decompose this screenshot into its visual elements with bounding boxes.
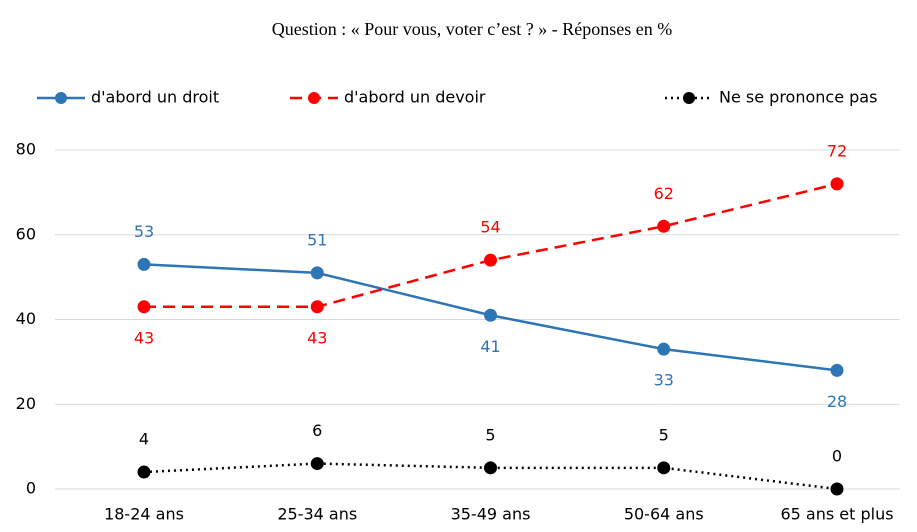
point [830, 363, 844, 377]
point [137, 257, 151, 271]
point [310, 266, 324, 280]
point [657, 342, 671, 356]
point [657, 461, 671, 475]
data-label: 54 [480, 218, 500, 237]
legend-label: d'abord un devoir [344, 88, 486, 107]
legend-label: Ne se prononce pas [719, 88, 877, 107]
legend-marker [55, 92, 67, 104]
data-label: 51 [307, 230, 327, 249]
point [310, 457, 324, 471]
point [484, 253, 497, 267]
y-tick-label: 60 [16, 224, 36, 243]
data-label: 5 [659, 425, 669, 444]
data-label: 28 [827, 392, 847, 411]
x-tick-label: 25-34 ans [277, 505, 357, 524]
data-label: 43 [307, 328, 327, 347]
legend-marker [683, 92, 695, 104]
legend-marker [308, 92, 320, 104]
data-label: 72 [827, 141, 847, 160]
x-tick-label: 18-24 ans [104, 505, 184, 524]
x-tick-label: 65 ans et plus [780, 505, 893, 524]
series-line [143, 462, 838, 491]
x-tick-label: 35-49 ans [451, 505, 531, 524]
data-label: 0 [832, 447, 842, 466]
point [310, 300, 324, 314]
data-label: 4 [139, 430, 149, 449]
point [137, 465, 151, 479]
data-label: 41 [480, 337, 500, 356]
data-label: 53 [134, 222, 154, 241]
y-tick-label: 20 [16, 394, 36, 413]
legend-label: d'abord un droit [91, 88, 219, 107]
y-tick-label: 40 [16, 309, 36, 328]
y-tick-label: 0 [26, 479, 36, 498]
data-label: 5 [485, 425, 495, 444]
point [137, 300, 151, 314]
chart-title: Question : « Pour vous, voter c’est ? » … [272, 19, 672, 39]
data-label: 62 [654, 184, 674, 203]
data-label: 43 [134, 328, 154, 347]
point [484, 461, 497, 475]
x-tick-label: 50-64 ans [624, 505, 704, 524]
series-line [144, 182, 838, 309]
y-tick-label: 80 [16, 140, 36, 159]
data-label: 33 [654, 371, 674, 390]
point [830, 482, 844, 496]
point [484, 308, 497, 322]
point [830, 177, 844, 191]
point [657, 219, 671, 233]
data-label: 6 [312, 421, 322, 440]
